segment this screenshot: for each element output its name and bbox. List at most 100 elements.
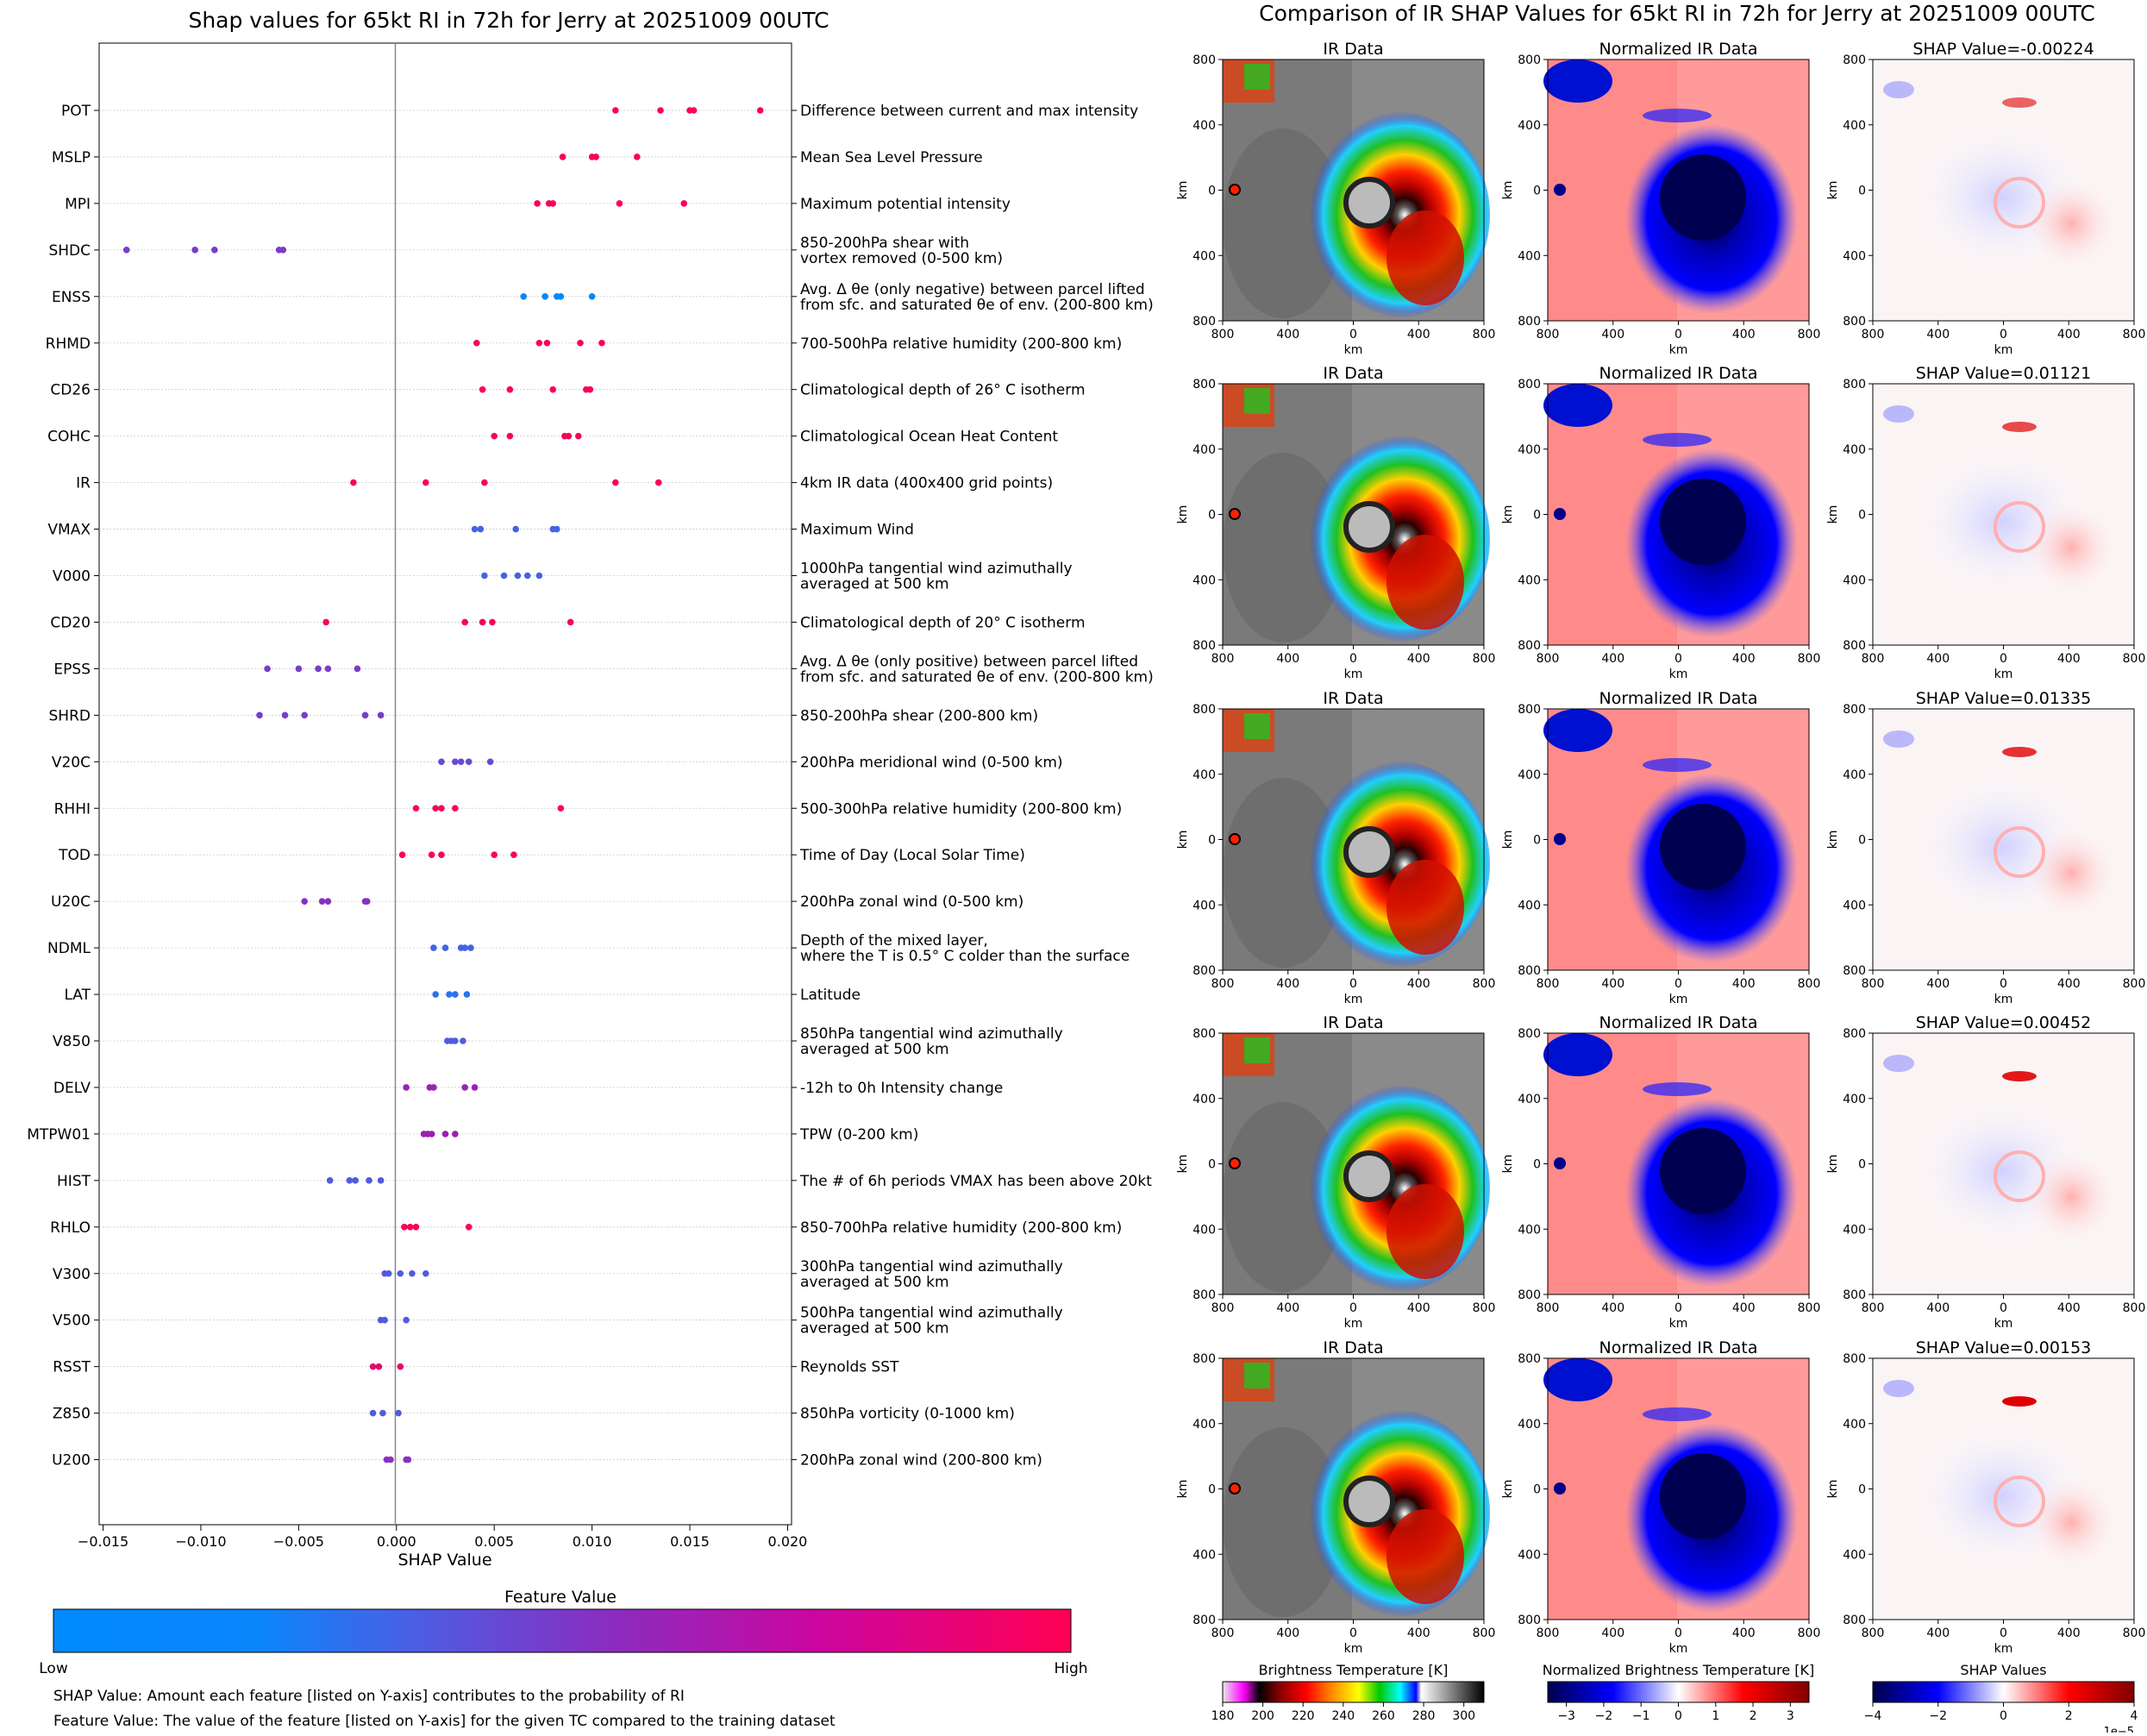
shap-point-pot xyxy=(756,107,764,114)
feature-desc-rsst: Reynolds SST xyxy=(800,1359,899,1376)
img-xtick-label: 400 xyxy=(1732,1626,1756,1640)
img-ytick-label: 800 xyxy=(1518,703,1541,717)
image-colorbar-tick-label: 200 xyxy=(1251,1709,1274,1723)
shap-point-v500 xyxy=(403,1316,410,1324)
img-ytick-label: 0 xyxy=(1533,1158,1541,1172)
feature-name-v000: V000 xyxy=(53,568,91,586)
shap-value-title: SHAP Value=0.01335 xyxy=(1916,689,2092,708)
feature-desc-z850: 850hPa vorticity (0-1000 km) xyxy=(800,1406,1015,1423)
img-ytick-label: 400 xyxy=(1518,768,1541,782)
normalized-ir-title: Normalized IR Data xyxy=(1599,689,1758,708)
img-xtick-label: 800 xyxy=(1211,652,1235,666)
img-ytick-label: 400 xyxy=(1192,119,1216,133)
img-ylabel: km xyxy=(1501,181,1515,200)
shap-point-tod xyxy=(491,851,498,858)
feature-name-u200: U200 xyxy=(52,1452,91,1470)
shap-eye-ring xyxy=(1994,1476,2045,1527)
img-ytick-label: 400 xyxy=(1843,249,1866,263)
img-ylabel: km xyxy=(1501,1480,1515,1499)
img-xtick-label: 400 xyxy=(1926,1301,1950,1315)
img-xtick-label: 0 xyxy=(1349,652,1357,666)
shap-point-lat xyxy=(432,991,439,998)
shap-point-hist xyxy=(366,1177,372,1184)
shap-point-cd20 xyxy=(322,618,329,626)
image-row: IR Data80080040040000400400800800kmkmNor… xyxy=(1176,689,2145,1006)
shap-point-v20c xyxy=(465,758,473,766)
img-ytick-label: 400 xyxy=(1518,1223,1541,1237)
img-xtick-label: 400 xyxy=(1407,328,1430,342)
shap-point-enss xyxy=(588,293,596,300)
img-xtick-label: 400 xyxy=(1601,652,1624,666)
norm-core xyxy=(1660,804,1746,890)
feature-desc-shdc: vortex removed (0-500 km) xyxy=(800,250,1003,267)
shap-point-z850 xyxy=(395,1409,402,1417)
img-ytick-label: 800 xyxy=(1518,1027,1541,1041)
shap-point-epss xyxy=(354,665,361,673)
norm-streak xyxy=(1643,758,1712,772)
image-colorbar-tick-label: 260 xyxy=(1372,1709,1395,1723)
feature-desc-v300: averaged at 500 km xyxy=(800,1274,949,1291)
img-xtick-label: 400 xyxy=(1276,328,1299,342)
norm-small-cell xyxy=(1554,184,1566,196)
img-ytick-label: 0 xyxy=(1208,1158,1216,1172)
shap-red-streak xyxy=(2002,1396,2037,1407)
img-xtick-label: 400 xyxy=(1732,1301,1756,1315)
shap-point-epss xyxy=(264,665,271,673)
image-colorbar-tick-label: 240 xyxy=(1331,1709,1355,1723)
norm-nw-cloud xyxy=(1543,1033,1612,1076)
img-xtick-label: 0 xyxy=(2000,1626,2007,1640)
img-ytick-label: 400 xyxy=(1843,1093,1866,1106)
feature-desc-tod: Time of Day (Local Solar Time) xyxy=(799,847,1025,864)
shap-point-hist xyxy=(326,1177,334,1184)
img-ytick-label: 800 xyxy=(1192,1027,1216,1041)
feature-desc-cd20: Climatological depth of 20° C isotherm xyxy=(800,614,1086,631)
feature-desc-cd26: Climatological depth of 26° C isotherm xyxy=(800,382,1086,399)
img-ytick-label: 0 xyxy=(1858,834,1866,848)
shap-point-rhlo xyxy=(406,1224,414,1231)
image-colorbar-title: Normalized Brightness Temperature [K] xyxy=(1543,1662,1815,1678)
x-tick-label: 0.015 xyxy=(670,1533,710,1550)
beeswarm-points xyxy=(122,107,764,1463)
shap-point-z850 xyxy=(379,1409,386,1417)
shap-eye-ring xyxy=(1994,826,2045,878)
img-ytick-label: 400 xyxy=(1843,443,1866,457)
shap-point-delv xyxy=(430,1084,437,1091)
img-ytick-label: 800 xyxy=(1843,964,1866,978)
img-ytick-label: 800 xyxy=(1518,639,1541,653)
feature-desc-epss: from sfc. and saturated θe of env. (200-… xyxy=(800,668,1154,686)
img-ytick-label: 800 xyxy=(1843,315,1866,329)
shap-point-cohc xyxy=(574,432,582,440)
img-xlabel: km xyxy=(1994,1317,2013,1331)
feature-name-lat: LAT xyxy=(64,987,91,1004)
img-xtick-label: 0 xyxy=(1674,1626,1682,1640)
image-colorbar-tick-label: −3 xyxy=(1557,1709,1575,1723)
shap-point-epss xyxy=(324,665,332,673)
image-colorbar-offset: 1e−5 xyxy=(2104,1726,2134,1733)
img-ytick-label: 0 xyxy=(1208,509,1216,523)
img-ytick-label: 0 xyxy=(1533,509,1541,523)
img-ytick-label: 400 xyxy=(1192,443,1216,457)
shap-point-lat xyxy=(446,991,453,998)
norm-nw-cloud xyxy=(1543,709,1612,752)
shap-point-ir xyxy=(481,479,488,486)
feature-desc-mtpw01: TPW (0-200 km) xyxy=(799,1126,918,1144)
img-xtick-label: 0 xyxy=(1674,328,1682,342)
feature-desc-epss: Avg. Δ θe (only positive) between parcel… xyxy=(800,653,1138,670)
normalized-ir-title: Normalized IR Data xyxy=(1599,1013,1758,1032)
img-ylabel: km xyxy=(1826,1155,1840,1174)
ir-convection-nw2 xyxy=(1244,388,1270,414)
feature-name-v20c: V20C xyxy=(52,754,91,771)
feature-desc-rhlo: 850-700hPa relative humidity (200-800 km… xyxy=(800,1219,1122,1237)
ir-small-cell xyxy=(1229,1482,1241,1495)
img-ytick-label: 400 xyxy=(1192,249,1216,263)
image-row: IR Data80080040040000400400800800kmkmNor… xyxy=(1176,1338,2145,1656)
img-ytick-label: 800 xyxy=(1843,703,1866,717)
img-ytick-label: 0 xyxy=(1858,185,1866,198)
feature-desc-lat: Latitude xyxy=(800,987,861,1004)
feature-value-colorbar xyxy=(53,1608,1072,1653)
shap-blue-patch xyxy=(1883,1055,1914,1072)
img-xtick-label: 800 xyxy=(2123,1626,2146,1640)
shap-point-delv xyxy=(471,1084,479,1091)
shap-point-u20c xyxy=(324,898,332,905)
img-xtick-label: 400 xyxy=(1601,1301,1624,1315)
